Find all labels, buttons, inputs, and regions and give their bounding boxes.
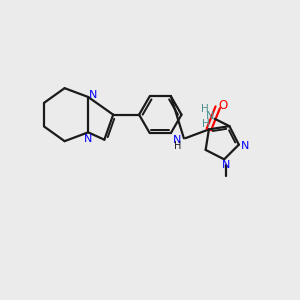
Text: N: N [206,111,214,121]
Text: O: O [218,99,228,112]
Text: H: H [174,142,181,152]
Text: H: H [201,104,209,114]
Text: H: H [202,119,210,129]
Text: N: N [84,134,92,144]
Text: N: N [89,90,97,100]
Text: N: N [173,135,182,145]
Text: N: N [221,160,230,170]
Text: N: N [241,141,249,151]
